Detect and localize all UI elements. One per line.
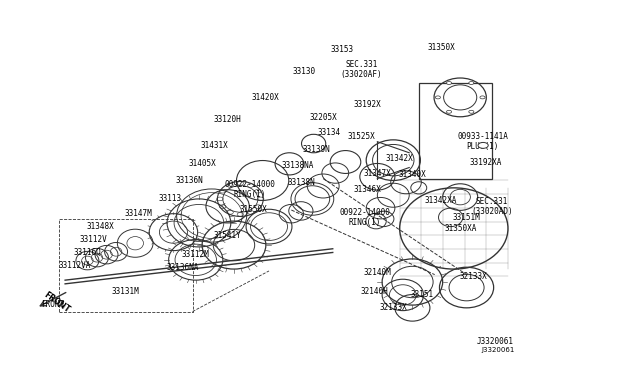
Text: 33192XA: 33192XA xyxy=(470,157,502,167)
Circle shape xyxy=(468,81,474,84)
Text: 31342XA: 31342XA xyxy=(425,196,457,205)
Text: J3320061: J3320061 xyxy=(477,337,514,346)
Text: 33131M: 33131M xyxy=(112,287,140,296)
Text: 33134: 33134 xyxy=(318,128,341,137)
Text: 31550X: 31550X xyxy=(239,205,267,215)
Text: 33120H: 33120H xyxy=(214,115,241,124)
Text: 31346X: 31346X xyxy=(354,185,381,194)
Text: 33151M: 33151M xyxy=(452,213,481,222)
Circle shape xyxy=(435,96,440,99)
Text: 00922-14000
RING(1): 00922-14000 RING(1) xyxy=(339,208,390,227)
Text: 33116Q: 33116Q xyxy=(74,248,101,257)
Text: 33138N: 33138N xyxy=(287,178,315,187)
Text: 33138NA: 33138NA xyxy=(282,161,314,170)
Text: 33139N: 33139N xyxy=(303,145,331,154)
Circle shape xyxy=(447,110,452,113)
Text: SEC.331
(33020AF): SEC.331 (33020AF) xyxy=(340,60,382,79)
Text: 33130: 33130 xyxy=(292,67,316,76)
Circle shape xyxy=(447,81,452,84)
Text: 33153: 33153 xyxy=(331,45,354,54)
Text: 32140H: 32140H xyxy=(360,287,388,296)
Text: 32205X: 32205X xyxy=(309,113,337,122)
Text: 33113: 33113 xyxy=(159,195,182,203)
Text: 31405X: 31405X xyxy=(188,159,216,169)
Text: 32133X: 32133X xyxy=(380,303,407,312)
Text: 33136N: 33136N xyxy=(175,176,204,185)
Text: 31420X: 31420X xyxy=(252,93,280,102)
Text: 31340X: 31340X xyxy=(399,170,426,179)
Text: 00922-14000
RING(1): 00922-14000 RING(1) xyxy=(225,180,275,199)
Circle shape xyxy=(480,96,485,99)
Circle shape xyxy=(468,110,474,113)
Text: 31350XA: 31350XA xyxy=(444,224,476,233)
Text: 31350X: 31350X xyxy=(427,43,455,52)
Text: 33151: 33151 xyxy=(410,291,433,299)
Text: 33136NA: 33136NA xyxy=(167,263,199,272)
Text: 33112M: 33112M xyxy=(182,250,210,259)
Text: 31525X: 31525X xyxy=(348,132,375,141)
Text: 31431X: 31431X xyxy=(201,141,228,150)
Text: SEC.331
(33020AD): SEC.331 (33020AD) xyxy=(471,197,513,216)
Text: 31541Y: 31541Y xyxy=(214,231,241,240)
Text: 33112VA: 33112VA xyxy=(58,261,91,270)
Text: 33112V: 33112V xyxy=(80,235,108,244)
Text: 33147M: 33147M xyxy=(125,209,152,218)
Text: 31342X: 31342X xyxy=(386,154,413,163)
Text: 32140M: 32140M xyxy=(364,268,391,277)
Text: J3320061: J3320061 xyxy=(482,347,515,353)
Text: 31347X: 31347X xyxy=(364,169,391,177)
Text: 32133X: 32133X xyxy=(459,272,487,281)
Text: 00933-1141A
PLUG(1): 00933-1141A PLUG(1) xyxy=(457,132,508,151)
Text: FRONT: FRONT xyxy=(41,300,64,309)
Text: FRONT: FRONT xyxy=(42,290,72,314)
Circle shape xyxy=(478,142,488,148)
Text: 33192X: 33192X xyxy=(354,100,381,109)
Text: 31348X: 31348X xyxy=(86,222,114,231)
